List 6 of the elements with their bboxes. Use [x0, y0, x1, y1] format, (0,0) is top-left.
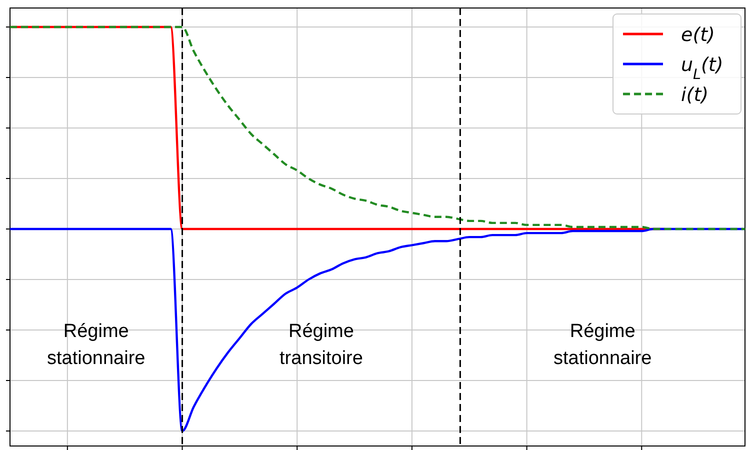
annotation: Régime stationnaire	[553, 321, 652, 369]
annotation: Régime stationnaire	[47, 321, 146, 369]
legend-label: i(t)	[681, 84, 709, 106]
annotation: Régime transitoire	[280, 321, 363, 369]
legend-label: u$_{L}$(t)	[681, 54, 724, 83]
legend-label: e(t)	[681, 24, 715, 46]
